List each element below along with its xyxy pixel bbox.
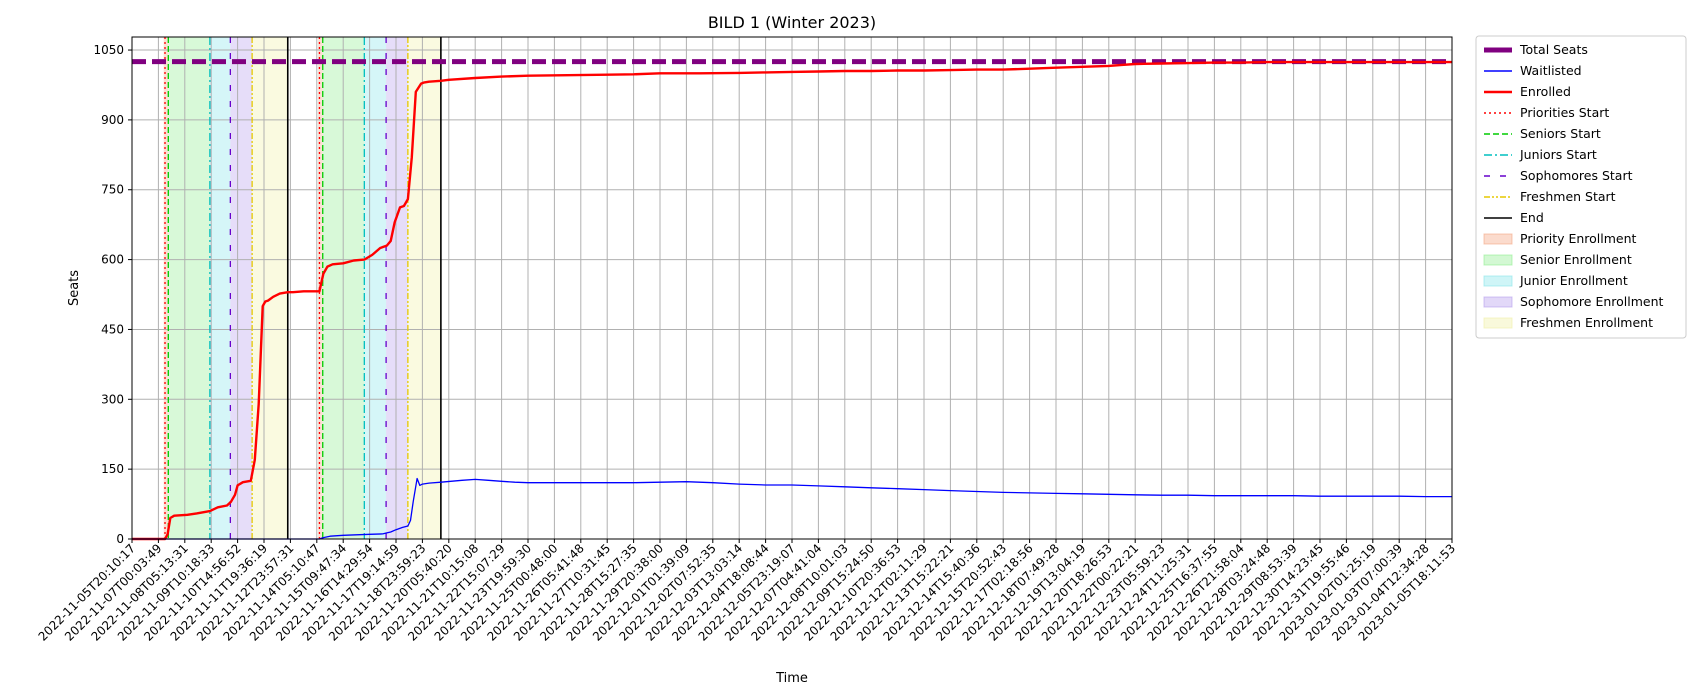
phase-band-3: [230, 37, 253, 539]
x-axis: 2022-11-05T20:10:172022-11-07T00:03:4920…: [36, 539, 1458, 644]
y-tick-label: 750: [101, 183, 124, 197]
legend-label: Freshmen Enrollment: [1520, 315, 1653, 330]
legend-label: End: [1520, 210, 1544, 225]
y-tick-label: 600: [101, 253, 124, 267]
series-enrolled: [132, 60, 1452, 541]
phase-band-1: [168, 37, 210, 539]
legend-label: Senior Enrollment: [1520, 252, 1632, 267]
phase-band-4: [252, 37, 288, 539]
phase-band-9: [407, 37, 441, 539]
x-axis-label: Time: [775, 671, 808, 686]
y-axis: 0 150 300 450 600 750 900 1050: [93, 43, 132, 546]
y-tick-label: 900: [101, 113, 124, 127]
legend-label: Junior Enrollment: [1519, 273, 1628, 288]
y-tick-label: 0: [116, 532, 124, 546]
legend-label: Sophomores Start: [1520, 168, 1633, 183]
phase-markers: [164, 37, 442, 539]
phase-band-7: [364, 37, 387, 539]
legend-label: Priorities Start: [1520, 105, 1609, 120]
phase-shading: [163, 37, 441, 539]
legend-swatch: [1483, 254, 1513, 266]
phase-band-2: [209, 37, 231, 539]
phase-band-0: [163, 37, 169, 539]
y-tick-label: 1050: [93, 43, 124, 57]
legend-swatch: [1483, 233, 1513, 245]
legend-swatch: [1483, 317, 1513, 329]
series-waitlisted: [132, 477, 1452, 540]
legend-swatch: [1483, 275, 1513, 287]
legend-box: [1475, 35, 1687, 339]
legend-label: Waitlisted: [1520, 63, 1582, 78]
legend: Total Seats Waitlisted Enrolled Priorities …: [1475, 35, 1687, 339]
phase-band-8: [386, 37, 408, 539]
legend-swatch: [1483, 296, 1513, 308]
y-tick-label: 300: [101, 392, 124, 406]
legend-label: Total Seats: [1519, 42, 1588, 57]
y-axis-label: Seats: [67, 270, 82, 306]
y-tick-label: 450: [101, 322, 124, 336]
legend-label: Freshmen Start: [1520, 189, 1616, 204]
legend-label: Enrolled: [1520, 84, 1571, 99]
data-series: [132, 59, 1452, 541]
chart-title: BILD 1 (Winter 2023): [708, 13, 876, 32]
legend-label: Priority Enrollment: [1520, 231, 1637, 246]
y-tick-label: 150: [101, 462, 124, 476]
legend-label: Seniors Start: [1520, 126, 1601, 141]
legend-label: Juniors Start: [1519, 147, 1597, 162]
legend-label: Sophomore Enrollment: [1520, 294, 1664, 309]
